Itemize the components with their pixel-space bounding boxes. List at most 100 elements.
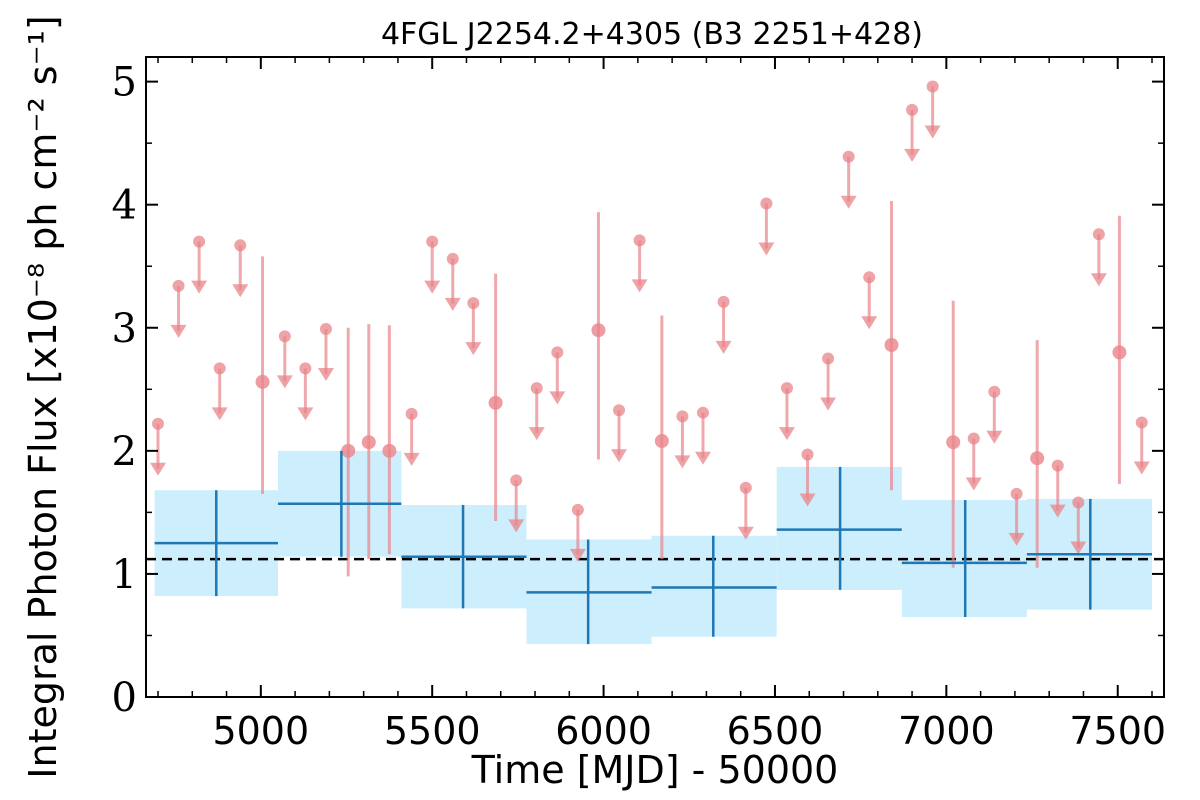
upper-limit-arrow: [840, 195, 857, 209]
upper-limit-point: [842, 150, 855, 163]
upper-limit-arrow: [904, 148, 921, 162]
chart-title: 4FGL J2254.2+4305 (B3 2251+428): [381, 17, 923, 52]
upper-limit-point: [151, 417, 164, 430]
upper-limit-point: [1072, 496, 1085, 509]
x-tick-label: 5500: [384, 709, 481, 753]
plot-area: [146, 80, 1164, 645]
upper-limit-arrow: [674, 455, 691, 469]
axis-ticks: 5000 5500 6000 6500 7000 7500 0 1 2 3 4 5: [112, 57, 1166, 753]
detection-point: [382, 443, 397, 458]
y-tick-label: 5: [112, 60, 137, 106]
upper-limit-point: [530, 382, 543, 395]
upper-limit-point: [801, 448, 814, 461]
upper-limit-arrow: [403, 452, 420, 466]
upper-limit-arrow: [317, 368, 334, 381]
upper-limit-arrow: [1070, 541, 1087, 555]
upper-limit-arrow: [424, 280, 441, 294]
detection-point: [255, 374, 270, 389]
upper-limit-point: [967, 432, 980, 445]
upper-limit-point: [1010, 487, 1023, 500]
upper-limit-point: [234, 239, 247, 252]
x-axis-label: Time [MJD] - 50000: [471, 748, 839, 792]
upper-limit-point: [613, 404, 626, 417]
upper-limit-point: [213, 362, 226, 375]
upper-limit-arrow: [276, 375, 293, 389]
upper-limit-arrow: [1008, 532, 1025, 546]
upper-limit-point: [926, 80, 939, 93]
upper-limit-arrow: [965, 477, 982, 491]
upper-limit-point: [278, 330, 291, 343]
plot-frame: [145, 56, 1165, 698]
upper-limit-arrow: [1133, 461, 1150, 475]
upper-limit-arrow: [149, 462, 166, 476]
x-tick-label: 6500: [727, 709, 824, 753]
upper-limit-arrow: [820, 397, 837, 411]
upper-limit-point: [510, 474, 523, 487]
upper-limit-arrow: [861, 316, 878, 330]
upper-limit-point: [676, 410, 689, 423]
upper-limit-point: [172, 279, 185, 292]
upper-limit-point: [446, 252, 459, 265]
upper-limit-point: [571, 503, 584, 516]
upper-limit-arrow: [549, 391, 566, 405]
upper-limit-arrow: [191, 280, 208, 294]
upper-limit-arrow: [694, 451, 711, 465]
y-tick-label: 2: [112, 429, 137, 475]
upper-limit-arrow: [1090, 273, 1107, 287]
upper-limit-arrow: [528, 427, 545, 441]
upper-limit-arrow: [1049, 504, 1066, 518]
upper-limit-arrow: [758, 242, 775, 256]
detection-point: [946, 435, 961, 450]
upper-limit-arrow: [569, 548, 586, 562]
upper-limit-point: [696, 406, 709, 419]
upper-limit-point: [551, 346, 564, 359]
upper-limit-point: [426, 235, 439, 248]
detection-point: [361, 435, 376, 450]
x-tick-label: 6000: [555, 709, 652, 753]
upper-limit-arrow: [611, 449, 628, 463]
upper-limit-point: [467, 297, 480, 310]
upper-limit-arrow: [211, 407, 228, 421]
detection-point: [341, 443, 356, 458]
upper-limit-arrow: [778, 427, 795, 441]
x-tick-label: 5000: [212, 709, 309, 753]
detection-point: [1112, 345, 1127, 360]
upper-limit-point: [988, 385, 1001, 398]
detection-point: [591, 323, 606, 338]
upper-limit-arrow: [986, 430, 1003, 444]
y-tick-label: 4: [112, 183, 137, 229]
upper-limit-point: [760, 197, 773, 210]
upper-limit-point: [780, 382, 793, 395]
upper-limit-arrow: [631, 279, 648, 293]
upper-limit-point: [739, 481, 752, 494]
y-axis-label: Integral Photon Flux [x10⁻⁸ ph cm⁻² s⁻¹]: [21, 15, 65, 778]
upper-limit-point: [822, 352, 835, 365]
upper-limit-point: [405, 407, 418, 420]
upper-limit-arrow: [232, 284, 249, 298]
y-tick-label: 0: [112, 675, 137, 721]
upper-limit-point: [863, 271, 876, 284]
upper-limit-point: [633, 234, 646, 247]
upper-limit-arrow: [444, 297, 461, 311]
upper-limit-point: [906, 103, 919, 116]
upper-limit-point: [1135, 416, 1148, 429]
x-tick-label: 7000: [898, 709, 995, 753]
upper-limit-point: [1092, 228, 1105, 241]
upper-limit-arrow: [297, 407, 314, 421]
detection-point: [1030, 451, 1045, 466]
y-tick-label: 3: [112, 306, 137, 352]
upper-limit-arrow: [924, 125, 941, 139]
upper-limit-arrow: [799, 493, 816, 507]
x-tick-label: 7500: [1069, 709, 1166, 753]
upper-limit-arrow: [715, 340, 732, 354]
upper-limit-point: [299, 362, 312, 375]
upper-limit-arrow: [508, 519, 525, 533]
upper-limit-arrow: [737, 526, 754, 540]
detection-point: [654, 434, 669, 448]
upper-limit-point: [717, 295, 730, 308]
upper-limit-arrow: [170, 324, 187, 338]
detection-point: [884, 338, 899, 352]
upper-limit-point: [1051, 459, 1064, 472]
upper-limit-arrow: [465, 342, 482, 356]
